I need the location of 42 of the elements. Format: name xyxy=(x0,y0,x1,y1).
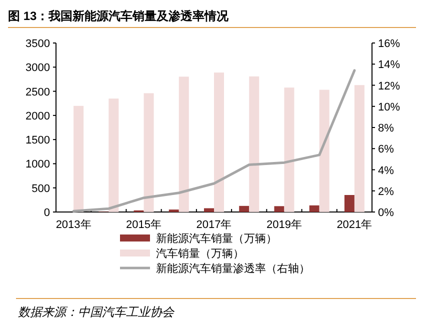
x-tick-label: 2019年 xyxy=(266,219,302,231)
y2-tick-label: 0% xyxy=(378,207,394,219)
y2-tick-label: 6% xyxy=(378,144,394,156)
y2-tick-label: 16% xyxy=(378,38,400,50)
x-tick-label: 2015年 xyxy=(126,219,162,231)
bar xyxy=(239,206,250,212)
chart-title: 图 13：我国新能源汽车销量及渗透率情况 xyxy=(8,9,230,23)
bar xyxy=(214,72,224,212)
y-tick-label: 0 xyxy=(44,207,50,219)
bar xyxy=(284,88,294,212)
y2-tick-label: 2% xyxy=(378,186,394,198)
x-tick-label: 2013年 xyxy=(56,219,92,231)
y2-tick-label: 14% xyxy=(378,59,400,72)
x-tick-label: 2021年 xyxy=(336,219,372,231)
y2-tick-label: 4% xyxy=(378,164,394,177)
y-tick-label: 3000 xyxy=(26,62,50,74)
bar xyxy=(309,205,320,212)
y2-tick-label: 12% xyxy=(378,80,400,92)
bar xyxy=(74,106,84,212)
bar xyxy=(319,90,330,212)
legend-label: 新能源汽车销量渗透率（右轴） xyxy=(156,262,310,275)
y-tick-label: 3500 xyxy=(26,38,50,50)
x-tick-label: 2017年 xyxy=(196,219,232,231)
source-note: 数据来源：中国汽车工业协会 xyxy=(18,305,175,319)
y-tick-label: 1500 xyxy=(26,134,50,147)
bar xyxy=(354,85,364,212)
y-tick-label: 1000 xyxy=(26,158,50,171)
line-series xyxy=(72,69,356,212)
bar xyxy=(344,195,354,212)
y2-tick-label: 8% xyxy=(378,122,394,134)
legend-label: 新能源汽车销量（万辆） xyxy=(156,232,277,245)
bar xyxy=(144,93,154,212)
y2-tick-label: 10% xyxy=(378,101,400,114)
legend-label: 汽车销量（万辆） xyxy=(156,247,244,260)
bar xyxy=(274,206,284,212)
y-tick-label: 500 xyxy=(32,182,50,195)
bar xyxy=(204,208,214,212)
bar xyxy=(178,76,189,212)
bar xyxy=(108,98,119,212)
y-tick-label: 2000 xyxy=(26,110,50,122)
bar xyxy=(249,76,260,212)
y-tick-label: 2500 xyxy=(26,86,50,98)
